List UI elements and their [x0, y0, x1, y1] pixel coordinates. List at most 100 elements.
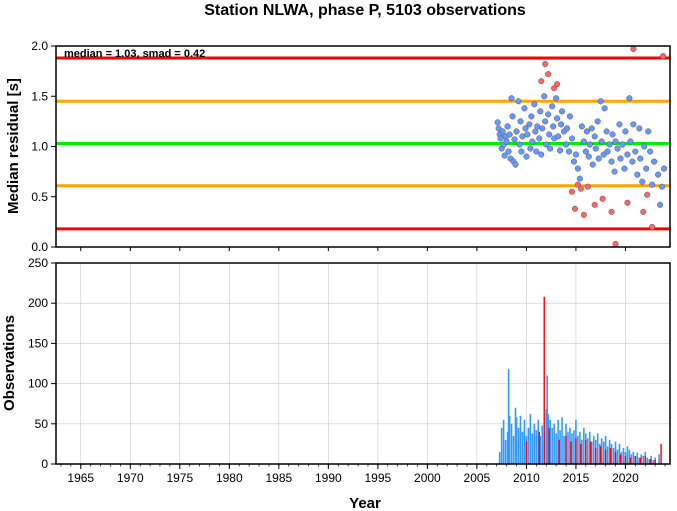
residual-point: [617, 155, 624, 162]
residual-point: [562, 141, 570, 148]
residual-point: [582, 148, 589, 155]
residual-point: [595, 155, 602, 162]
x-tick-label: 1990: [315, 471, 342, 485]
residual-point: [589, 161, 596, 168]
residual-point: [513, 128, 520, 135]
residual-point: [591, 133, 598, 140]
residual-point: [624, 199, 631, 206]
residual-point: [521, 105, 528, 112]
residual-point: [657, 201, 664, 208]
residual-point: [598, 138, 605, 145]
residual-point: [572, 151, 579, 158]
x-tick-label: 1995: [365, 471, 392, 485]
residual-point: [661, 165, 668, 172]
residual-point: [528, 113, 535, 120]
residual-point: [577, 185, 584, 192]
residual-point: [583, 128, 590, 135]
y-tick-label: 2.0: [31, 39, 48, 53]
residual-point: [629, 158, 636, 165]
residual-point: [541, 93, 548, 100]
residual-point: [568, 188, 576, 195]
residual-point: [643, 165, 650, 172]
y-tick-label: 100: [28, 377, 48, 391]
residual-point: [508, 95, 515, 102]
residual-point: [527, 145, 534, 152]
residual-point: [559, 108, 566, 115]
x-tick-label: 1965: [67, 471, 94, 485]
y-tick-label: 150: [28, 336, 48, 350]
residual-point: [624, 151, 631, 158]
median-annotation: median = 1.03, smad = 0.42: [64, 48, 205, 60]
x-tick-label: 2020: [612, 471, 639, 485]
residual-point: [637, 155, 644, 162]
residual-point: [538, 151, 545, 158]
residual-y-axis-label: Median residual [s]: [5, 78, 22, 214]
y-tick-label: 1.0: [31, 140, 48, 154]
x-tick-label: 2005: [464, 471, 491, 485]
year-x-axis-label: Year: [349, 495, 381, 511]
y-tick-label: 0.0: [31, 240, 48, 254]
residual-point: [546, 131, 553, 138]
residual-point: [524, 131, 531, 138]
residual-point: [501, 152, 508, 159]
residual-point: [557, 147, 564, 154]
residual-point: [533, 148, 540, 155]
residual-point: [543, 141, 550, 148]
observations-panel: 0 50 100 150 200 250 1965 1970 1975 1980 1985 1990…: [1, 256, 671, 511]
residual-point: [504, 123, 511, 130]
residual-point: [537, 108, 544, 115]
y-tick-label: 250: [28, 256, 48, 270]
residual-point: [588, 125, 595, 132]
residual-point: [522, 125, 529, 132]
residual-point: [626, 95, 633, 102]
residual-point: [640, 208, 647, 215]
residual-point: [553, 95, 560, 102]
residual-panel: median = 1.03, smad = 0.42 0.0 0.5 1.0 1.5 2…: [5, 39, 671, 254]
residual-point: [636, 125, 643, 132]
x-tick-label: 1970: [117, 471, 144, 485]
residual-point: [574, 165, 581, 172]
residual-point: [549, 103, 556, 110]
y-tick-label: 50: [35, 417, 49, 431]
y-tick-label: 0: [41, 457, 48, 471]
residual-point: [614, 145, 621, 152]
residual-point: [609, 131, 616, 138]
residual-point: [630, 45, 637, 53]
residual-point: [586, 141, 593, 148]
residual-point: [585, 153, 592, 160]
residual-y-ticks: 0.0 0.5 1.0 1.5 2.0: [31, 39, 626, 254]
residual-point: [571, 205, 578, 212]
residual-point: [597, 98, 604, 105]
residual-point: [660, 53, 667, 60]
residual-point: [539, 125, 546, 132]
residual-point: [645, 128, 652, 135]
residual-point: [536, 135, 543, 142]
residual-point: [542, 61, 549, 68]
residual-point: [606, 141, 613, 148]
residual-point: [639, 178, 646, 185]
residual-point: [616, 121, 623, 128]
observations-y-axis-label: Observations: [1, 315, 18, 411]
residual-point: [570, 158, 577, 165]
residual-point: [574, 181, 581, 188]
residual-point: [563, 125, 571, 132]
x-tick-label: 1975: [166, 471, 193, 485]
residual-point: [554, 81, 561, 88]
residual-point: [554, 115, 561, 122]
residual-point: [591, 201, 598, 208]
residual-point: [545, 111, 552, 118]
residual-point: [584, 183, 591, 190]
residual-point: [532, 128, 539, 135]
residual-point: [627, 138, 634, 145]
residual-point: [526, 121, 533, 128]
residual-point: [601, 105, 608, 112]
residual-point: [603, 128, 610, 135]
residual-point: [634, 171, 641, 178]
residual-point: [592, 145, 599, 152]
x-tick-label: 2010: [513, 471, 540, 485]
residual-point: [542, 118, 549, 125]
residual-point: [509, 113, 516, 120]
residual-point: [518, 148, 525, 155]
residual-point: [568, 135, 576, 142]
year-x-ticks: 1965 1970 1975 1980 1985 1990 1995 2000 2005 2010…: [60, 464, 666, 485]
